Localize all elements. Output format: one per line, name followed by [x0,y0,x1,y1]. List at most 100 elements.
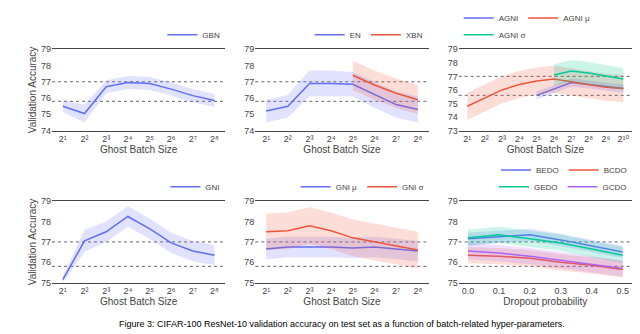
svg-text:0.0: 0.0 [462,286,475,296]
svg-text:2³: 2³ [102,286,110,296]
svg-text:2³: 2³ [305,286,313,296]
svg-text:0.2: 0.2 [524,286,537,296]
svg-text:76: 76 [244,93,254,103]
svg-text:0.4: 0.4 [586,286,599,296]
svg-text:2¹⁰: 2¹⁰ [618,134,630,144]
svg-text:77: 77 [41,77,51,87]
svg-text:75: 75 [244,109,254,119]
svg-text:Ghost Batch Size: Ghost Batch Size [507,144,585,155]
svg-text:GEDO: GEDO [534,183,558,192]
svg-text:EN: EN [350,31,361,40]
svg-text:2³: 2³ [102,134,110,144]
svg-text:2⁷: 2⁷ [189,134,197,144]
svg-text:2²: 2² [80,134,88,144]
svg-text:AGNI μ: AGNI μ [563,14,590,23]
svg-text:75: 75 [448,99,458,109]
svg-text:2¹: 2¹ [262,286,270,296]
svg-text:77: 77 [448,72,458,82]
svg-text:78: 78 [448,58,458,68]
svg-text:2⁸: 2⁸ [413,286,422,296]
svg-text:77: 77 [244,237,254,247]
svg-text:2⁷: 2⁷ [392,286,400,296]
svg-text:Validation Accuracy: Validation Accuracy [27,47,38,134]
svg-text:75: 75 [244,278,254,288]
svg-text:78: 78 [41,217,51,227]
svg-text:76: 76 [244,257,254,267]
svg-text:2⁶: 2⁶ [550,134,559,144]
svg-text:AGNI: AGNI [499,14,519,23]
svg-text:76: 76 [41,93,51,103]
svg-text:78: 78 [41,61,51,71]
svg-text:79: 79 [244,44,254,54]
svg-text:2⁴: 2⁴ [123,286,132,296]
svg-text:2⁶: 2⁶ [167,134,176,144]
svg-text:77: 77 [448,237,458,247]
svg-text:2⁵: 2⁵ [145,134,154,144]
svg-text:2⁵: 2⁵ [348,134,357,144]
svg-text:2⁷: 2⁷ [392,134,400,144]
svg-text:2⁵: 2⁵ [532,134,541,144]
svg-text:2²: 2² [284,134,292,144]
svg-text:0.5: 0.5 [616,286,629,296]
svg-text:Ghost Batch Size: Ghost Batch Size [303,144,381,155]
svg-text:2⁶: 2⁶ [167,286,176,296]
svg-text:2³: 2³ [305,134,313,144]
svg-text:2⁴: 2⁴ [327,286,336,296]
svg-text:0.3: 0.3 [555,286,568,296]
svg-text:2⁵: 2⁵ [145,286,154,296]
svg-text:2³: 2³ [498,134,506,144]
svg-text:GCDO: GCDO [603,183,627,192]
svg-text:2⁷: 2⁷ [567,134,575,144]
svg-text:2⁷: 2⁷ [189,286,197,296]
svg-text:AGNI σ: AGNI σ [499,31,526,40]
svg-text:2⁸: 2⁸ [413,134,422,144]
svg-text:78: 78 [448,217,458,227]
svg-text:GNI σ: GNI σ [402,183,423,192]
svg-text:0.1: 0.1 [493,286,506,296]
svg-text:2²: 2² [80,286,88,296]
svg-text:78: 78 [244,217,254,227]
svg-text:79: 79 [244,196,254,206]
svg-text:76: 76 [448,257,458,267]
svg-text:XBN: XBN [406,31,423,40]
svg-text:2¹: 2¹ [59,134,67,144]
svg-text:79: 79 [448,44,458,54]
svg-text:2²: 2² [481,134,489,144]
svg-text:76: 76 [41,257,51,267]
svg-text:2⁸: 2⁸ [210,286,219,296]
svg-text:GNI: GNI [205,183,219,192]
svg-text:Figure 3: CIFAR-100 ResNet-10: Figure 3: CIFAR-100 ResNet-10 validation… [119,319,565,329]
svg-text:Ghost Batch Size: Ghost Batch Size [100,144,178,155]
svg-text:2¹: 2¹ [262,134,270,144]
svg-text:2¹: 2¹ [59,286,67,296]
svg-text:GNI μ: GNI μ [336,183,357,192]
svg-text:79: 79 [41,196,51,206]
svg-text:74: 74 [448,112,458,122]
svg-text:GBN: GBN [202,31,220,40]
svg-text:75: 75 [41,109,51,119]
svg-text:2⁴: 2⁴ [327,134,336,144]
svg-text:78: 78 [244,61,254,71]
svg-text:73: 73 [448,126,458,136]
svg-text:2⁶: 2⁶ [370,286,379,296]
svg-text:Ghost Batch Size: Ghost Batch Size [303,296,381,307]
svg-text:Validation Accuracy: Validation Accuracy [27,199,38,286]
svg-text:BEDO: BEDO [536,166,559,175]
svg-text:75: 75 [448,278,458,288]
svg-text:2⁸: 2⁸ [210,134,219,144]
svg-text:74: 74 [244,126,254,136]
svg-text:79: 79 [448,196,458,206]
svg-text:75: 75 [41,278,51,288]
svg-text:76: 76 [448,85,458,95]
svg-text:74: 74 [41,126,51,136]
svg-text:77: 77 [41,237,51,247]
svg-text:BCDO: BCDO [604,166,627,175]
svg-text:2⁴: 2⁴ [515,134,524,144]
svg-text:Dropout probability: Dropout probability [503,296,587,307]
svg-text:77: 77 [244,77,254,87]
svg-text:2²: 2² [284,286,292,296]
svg-text:Ghost Batch Size: Ghost Batch Size [100,296,178,307]
svg-text:2⁵: 2⁵ [348,286,357,296]
svg-text:2⁸: 2⁸ [584,134,593,144]
svg-text:2¹: 2¹ [463,134,471,144]
